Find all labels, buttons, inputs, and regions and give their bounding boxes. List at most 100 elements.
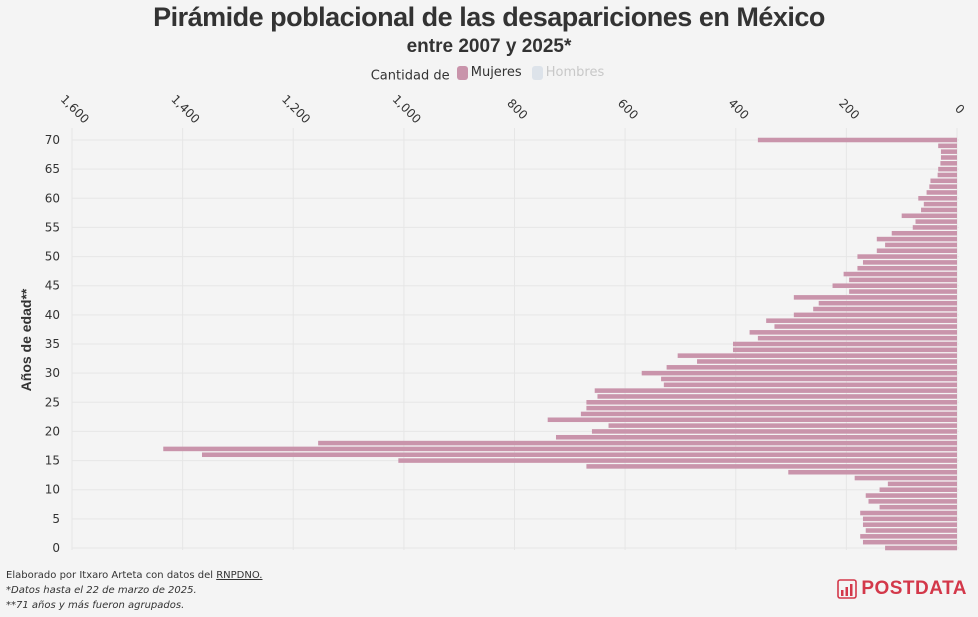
bar-age-7[interactable]: [879, 504, 957, 510]
bar-age-18[interactable]: [318, 440, 957, 446]
bar-age-41[interactable]: [813, 306, 957, 312]
bar-age-16[interactable]: [201, 452, 957, 458]
bar-age-19[interactable]: [555, 434, 957, 440]
x-tick-label: 600: [615, 96, 641, 122]
bar-age-58[interactable]: [921, 207, 957, 213]
chart-title: Pirámide poblacional de las desaparicion…: [153, 2, 825, 32]
bar-age-10[interactable]: [879, 487, 957, 492]
bar-age-31[interactable]: [666, 365, 957, 370]
bar-age-69[interactable]: [938, 143, 957, 149]
bar-age-11[interactable]: [887, 481, 957, 487]
bar-age-53[interactable]: [876, 236, 957, 242]
bar-age-51[interactable]: [876, 248, 957, 254]
bar-age-38[interactable]: [774, 324, 957, 329]
y-tick-label: 40: [45, 308, 60, 322]
bar-age-4[interactable]: [862, 522, 957, 527]
bar-age-37[interactable]: [749, 330, 957, 335]
chart-subtitle: entre 2007 y 2025*: [406, 36, 572, 57]
x-tick-label: 1,000: [390, 92, 424, 126]
bar-age-52[interactable]: [885, 242, 957, 248]
bar-age-3[interactable]: [865, 528, 957, 533]
bar-age-62[interactable]: [929, 184, 957, 189]
x-tick-label: 1,600: [58, 92, 92, 126]
bar-age-0[interactable]: [885, 545, 957, 551]
legend-label-hombres: Hombres: [545, 65, 605, 80]
credit-line: Elaborado por Itxaro Arteta con datos de…: [6, 568, 263, 583]
bar-age-6[interactable]: [860, 510, 957, 516]
bar-age-15[interactable]: [398, 458, 957, 463]
bar-age-14[interactable]: [586, 464, 957, 469]
bar-age-29[interactable]: [661, 376, 957, 382]
logo-text: POSTDATA: [861, 578, 967, 599]
x-tick-label: 0: [952, 102, 967, 117]
bar-age-61[interactable]: [926, 190, 957, 195]
bar-age-21[interactable]: [608, 423, 957, 428]
bar-age-8[interactable]: [868, 499, 958, 504]
y-tick-label: 45: [45, 279, 60, 293]
bar-age-24[interactable]: [586, 405, 957, 411]
bar-age-54[interactable]: [891, 230, 957, 236]
bar-age-49[interactable]: [862, 260, 957, 265]
bar-age-28[interactable]: [663, 382, 957, 388]
bar-age-45[interactable]: [832, 283, 957, 288]
bar-age-55[interactable]: [912, 225, 957, 230]
bar-age-2[interactable]: [860, 534, 957, 539]
bar-age-63[interactable]: [930, 178, 957, 184]
bar-age-64[interactable]: [937, 172, 957, 178]
legend-swatch-mujeres: [456, 65, 468, 80]
bar-age-33[interactable]: [677, 353, 957, 358]
x-tick-label: 1,400: [168, 92, 202, 126]
bar-age-17[interactable]: [163, 446, 957, 452]
bar-age-68[interactable]: [940, 149, 957, 154]
x-tick-label: 200: [836, 96, 862, 122]
bar-age-30[interactable]: [641, 370, 957, 376]
bar-age-40[interactable]: [793, 312, 957, 318]
y-tick-label: 5: [52, 512, 60, 526]
bar-age-56[interactable]: [915, 219, 957, 224]
bar-age-23[interactable]: [580, 411, 957, 417]
bar-age-34[interactable]: [732, 347, 957, 353]
bar-age-67[interactable]: [940, 155, 957, 160]
bar-age-47[interactable]: [843, 271, 957, 277]
rnpdno-link[interactable]: RNPDNO.: [216, 570, 263, 581]
bar-age-65[interactable]: [938, 166, 957, 172]
bar-age-36[interactable]: [757, 335, 957, 341]
bar-age-44[interactable]: [849, 289, 957, 294]
bar-age-20[interactable]: [591, 429, 957, 434]
bar-age-66[interactable]: [940, 161, 957, 166]
x-tick-label: 800: [504, 96, 530, 122]
bar-age-27[interactable]: [594, 388, 957, 393]
bar-age-46[interactable]: [849, 277, 957, 283]
bar-age-12[interactable]: [854, 475, 957, 481]
y-tick-label: 15: [45, 454, 60, 468]
y-tick-label: 20: [45, 424, 60, 438]
bar-age-9[interactable]: [865, 493, 957, 498]
bar-age-43[interactable]: [793, 295, 957, 300]
bar-age-26[interactable]: [597, 394, 957, 399]
bar-age-70[interactable]: [757, 137, 957, 143]
bar-age-25[interactable]: [586, 400, 957, 405]
bar-age-5[interactable]: [862, 516, 957, 522]
footnote-date: *Datos hasta el 22 de marzo de 2025.: [6, 585, 197, 596]
bar-age-48[interactable]: [857, 265, 957, 271]
bar-age-57[interactable]: [901, 213, 957, 219]
y-tick-label: 70: [45, 133, 60, 147]
y-tick-label: 60: [45, 191, 60, 205]
bar-age-60[interactable]: [918, 196, 957, 201]
legend-item-hombres[interactable]: Hombres: [531, 65, 605, 80]
bar-age-50[interactable]: [857, 254, 957, 259]
bar-age-13[interactable]: [788, 469, 957, 475]
bar-age-32[interactable]: [697, 359, 957, 364]
legend-item-mujeres[interactable]: Mujeres: [456, 65, 522, 80]
y-axis-title: Años de edad**: [18, 288, 34, 391]
bar-age-39[interactable]: [766, 318, 957, 323]
bar-age-59[interactable]: [923, 201, 957, 207]
bar-age-35[interactable]: [732, 341, 957, 347]
bar-age-22[interactable]: [547, 417, 957, 423]
y-tick-label: 30: [45, 366, 60, 380]
bar-age-1[interactable]: [862, 539, 957, 545]
x-tick-label: 1,200: [279, 92, 313, 126]
legend: Cantidad de Mujeres Hombres: [0, 65, 978, 84]
bar-age-42[interactable]: [818, 300, 957, 306]
